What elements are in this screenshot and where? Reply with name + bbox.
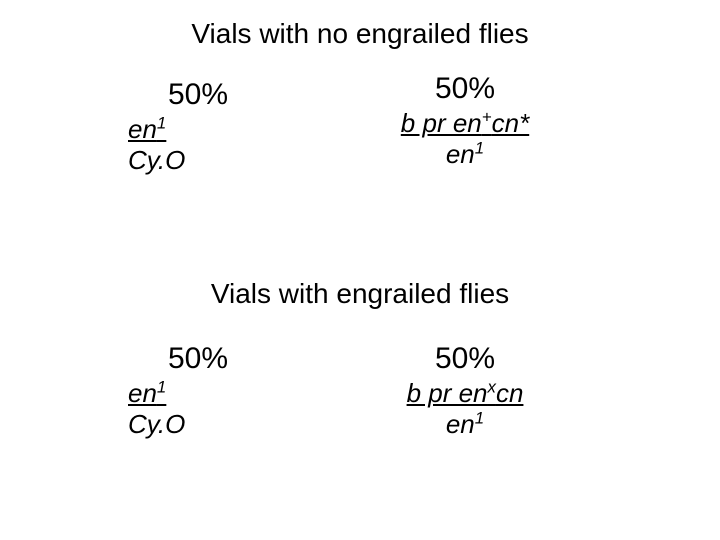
- pct-s2-left: 50%: [128, 342, 268, 376]
- block-s2-right: 50% b pr enxcn en1: [350, 342, 580, 440]
- geno-s2-left: en1 Cy.O: [128, 378, 268, 440]
- s2-left-line2: Cy.O: [128, 409, 185, 439]
- s1-left-line2: Cy.O: [128, 145, 185, 175]
- s2-right-line1-pre: b pr en: [407, 378, 488, 408]
- s1-right-line1-sup: +: [482, 107, 492, 126]
- geno-s1-left: en1 Cy.O: [128, 114, 268, 176]
- s2-right-line1-post: cn: [496, 378, 523, 408]
- block-s1-left: 50% en1 Cy.O: [128, 78, 268, 176]
- s1-right-line1-pre: b pr en: [401, 108, 482, 138]
- s2-right-line2-sup: 1: [475, 409, 484, 428]
- s1-right-line2-pre: en: [446, 139, 475, 169]
- heading-engrailed: Vials with engrailed flies: [0, 278, 720, 310]
- s1-right-line2-sup: 1: [475, 139, 484, 158]
- s2-left-line1-sup: 1: [157, 377, 166, 396]
- s1-left-line1: en: [128, 114, 157, 144]
- geno-s2-right: b pr enxcn en1: [350, 378, 580, 440]
- block-s1-right: 50% b pr en+cn* en1: [350, 72, 580, 170]
- s1-left-line1-sup: 1: [157, 113, 166, 132]
- s1-right-line1-post: cn*: [492, 108, 530, 138]
- heading-no-engrailed: Vials with no engrailed flies: [0, 18, 720, 50]
- pct-s1-left: 50%: [128, 78, 268, 112]
- geno-s1-right: b pr en+cn* en1: [350, 108, 580, 170]
- pct-s2-right: 50%: [350, 342, 580, 376]
- pct-s1-right: 50%: [350, 72, 580, 106]
- block-s2-left: 50% en1 Cy.O: [128, 342, 268, 440]
- s2-left-line1: en: [128, 378, 157, 408]
- s2-right-line2-pre: en: [446, 409, 475, 439]
- s2-right-line1-sup: x: [488, 377, 496, 396]
